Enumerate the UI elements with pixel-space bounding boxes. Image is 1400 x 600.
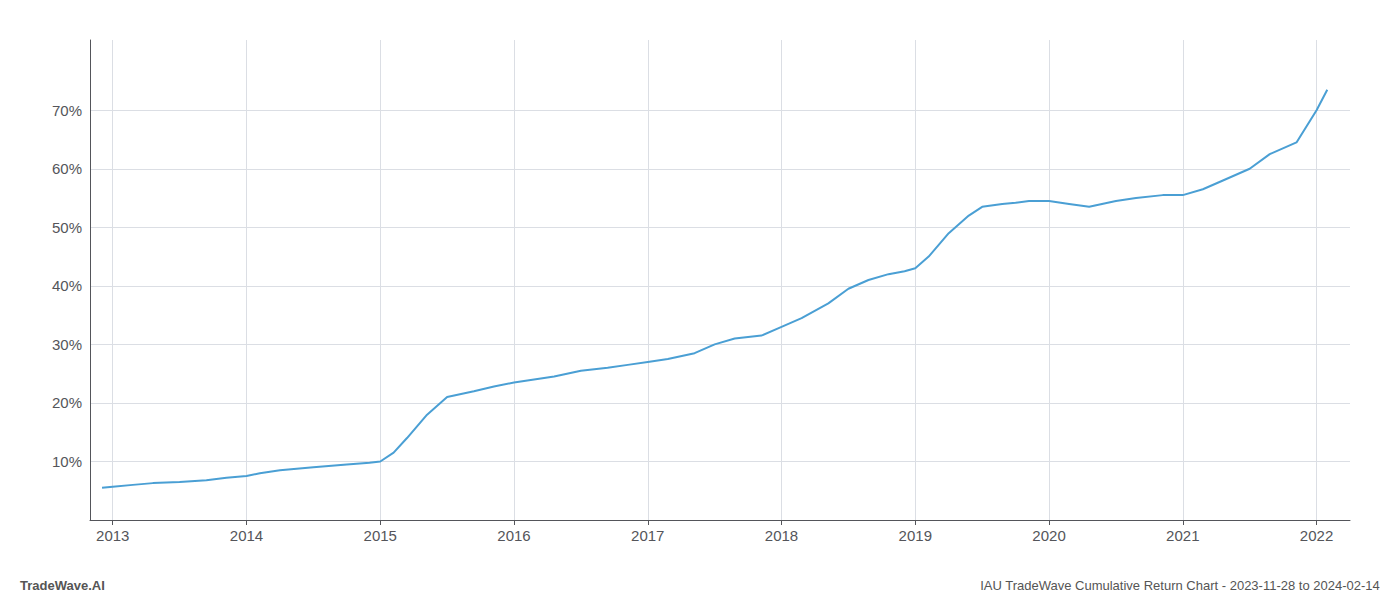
svg-text:2019: 2019: [899, 527, 932, 544]
svg-text:2018: 2018: [765, 527, 798, 544]
svg-text:2014: 2014: [230, 527, 263, 544]
svg-text:2016: 2016: [497, 527, 530, 544]
svg-text:40%: 40%: [52, 277, 82, 294]
svg-text:2015: 2015: [364, 527, 397, 544]
svg-text:30%: 30%: [52, 336, 82, 353]
svg-text:70%: 70%: [52, 102, 82, 119]
svg-text:20%: 20%: [52, 394, 82, 411]
svg-text:2013: 2013: [96, 527, 129, 544]
svg-text:60%: 60%: [52, 160, 82, 177]
svg-text:2022: 2022: [1300, 527, 1333, 544]
svg-text:TradeWave.AI: TradeWave.AI: [20, 578, 105, 593]
svg-text:2021: 2021: [1166, 527, 1199, 544]
svg-text:IAU TradeWave Cumulative Retur: IAU TradeWave Cumulative Return Chart - …: [980, 578, 1380, 593]
svg-text:2017: 2017: [631, 527, 664, 544]
svg-text:10%: 10%: [52, 453, 82, 470]
svg-text:2020: 2020: [1032, 527, 1065, 544]
svg-text:50%: 50%: [52, 219, 82, 236]
